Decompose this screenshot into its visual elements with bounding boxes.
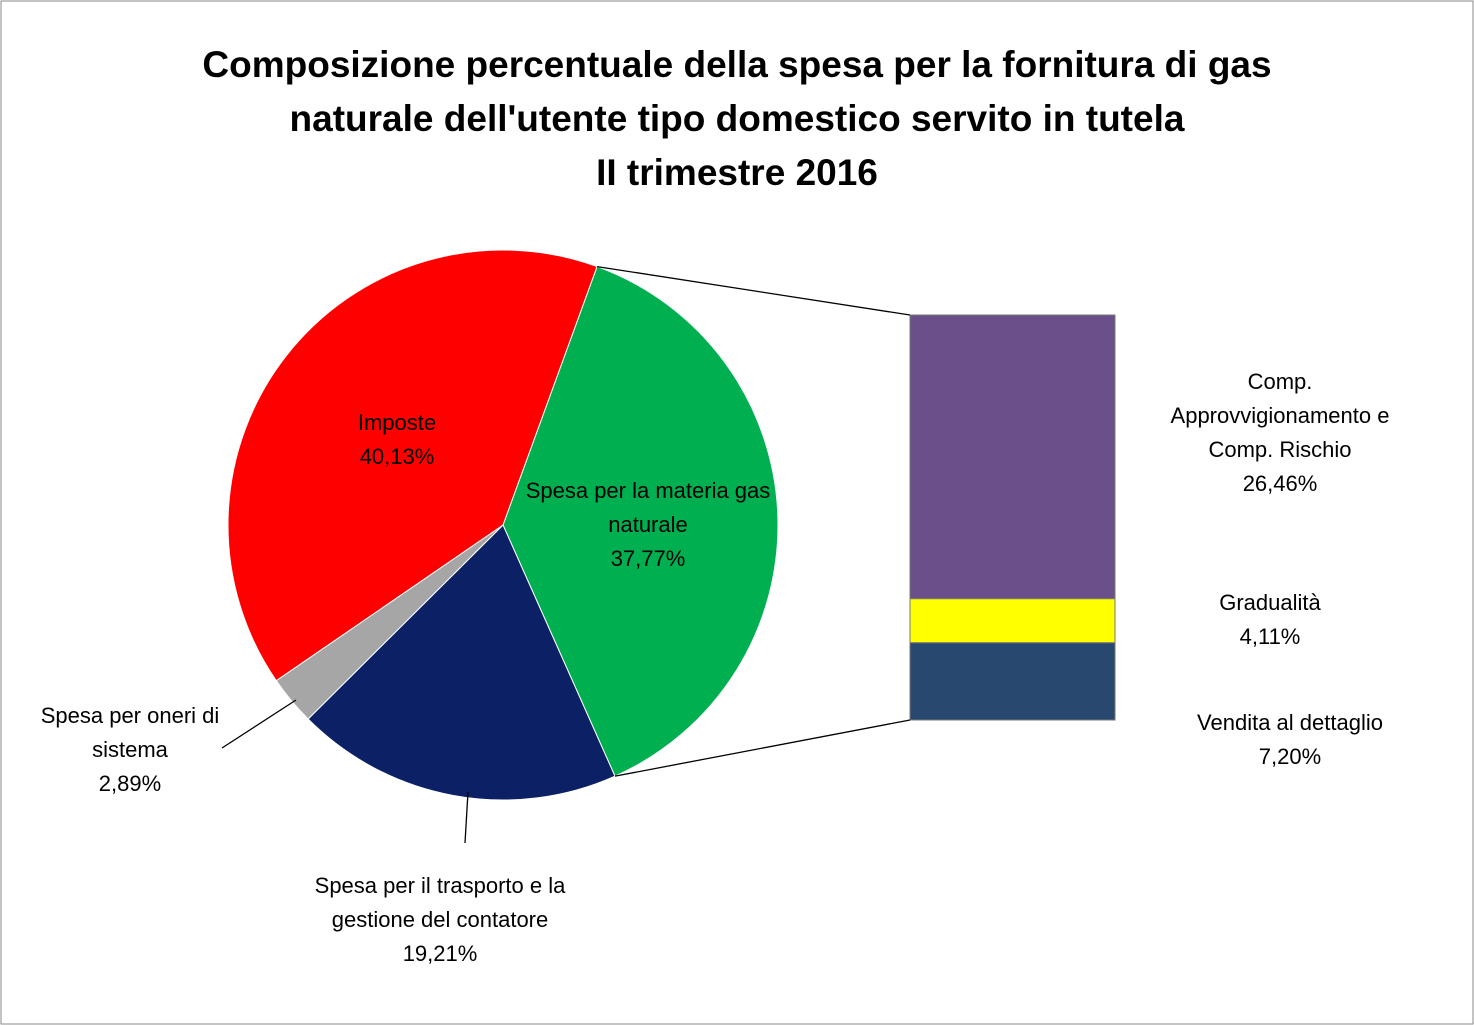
label-name: Spesa per oneri di sistema [40, 703, 220, 762]
bar-segment [909, 314, 1116, 600]
leader-line [464, 791, 469, 844]
label-value: 40,13% [359, 444, 435, 469]
label-value: 37,77% [610, 546, 686, 571]
pie-slice [227, 249, 598, 682]
bar-label: Comp. Approvvigionamento e Comp. Rischio… [1155, 365, 1405, 501]
label-name: Spesa per la materia gas naturale [525, 478, 771, 537]
label-name: Imposte [357, 410, 437, 435]
slice-label: Imposte 40,13% [297, 406, 497, 474]
connector-line [614, 719, 911, 777]
label-value: 2,89% [98, 771, 162, 796]
slice-label: Spesa per la materia gas naturale 37,77% [513, 474, 783, 576]
connector-line [596, 265, 911, 316]
leader-line [221, 699, 297, 749]
label-value: 7,20% [1258, 744, 1322, 769]
pie-slice [502, 265, 779, 777]
title-text: Composizione percentuale della spesa per… [202, 44, 1272, 139]
slice-label: Spesa per il trasporto e la gestione del… [290, 869, 590, 971]
label-name: Comp. Approvvigionamento e Comp. Rischio [1170, 369, 1390, 462]
label-value: 19,21% [402, 941, 478, 966]
chart-title: Composizione percentuale della spesa per… [150, 38, 1324, 200]
label-value: 26,46% [1242, 471, 1318, 496]
subtitle-text: II trimestre 2016 [596, 152, 878, 193]
label-name: Spesa per il trasporto e la gestione del… [314, 873, 566, 932]
label-value: 4,11% [1239, 624, 1301, 649]
label-name: Gradualità [1219, 590, 1321, 615]
bar-label: Vendita al dettaglio 7,20% [1160, 706, 1420, 774]
bar-label: Gradualità 4,11% [1170, 586, 1370, 654]
bar-segment [909, 598, 1116, 644]
slice-label: Spesa per oneri di sistema 2,89% [5, 699, 255, 801]
bar-segment [909, 642, 1116, 721]
label-name: Vendita al dettaglio [1197, 710, 1383, 735]
pie-slice [307, 524, 616, 801]
